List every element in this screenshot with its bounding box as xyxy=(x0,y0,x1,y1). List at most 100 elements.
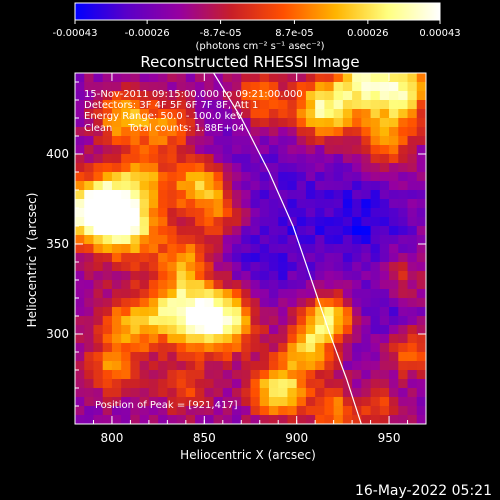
heatmap-cell xyxy=(342,253,353,263)
heatmap-cell xyxy=(268,100,279,110)
heatmap-cell xyxy=(232,190,242,200)
heatmap-cell xyxy=(250,352,261,362)
heatmap-cell xyxy=(148,73,159,83)
heatmap-cell xyxy=(111,280,122,290)
heatmap-cell xyxy=(195,280,205,290)
heatmap-cell xyxy=(259,262,270,272)
heatmap-cell xyxy=(232,415,242,424)
heatmap-cell xyxy=(324,262,335,272)
heatmap-cell xyxy=(102,307,113,317)
heatmap-cell xyxy=(416,82,426,92)
heatmap-cell xyxy=(278,262,289,272)
heatmap-cell xyxy=(352,82,362,92)
heatmap-cell xyxy=(84,118,95,128)
heatmap-cell xyxy=(241,262,252,272)
heatmap-cell xyxy=(176,190,187,200)
heatmap-cell xyxy=(121,316,132,326)
heatmap-cell xyxy=(93,100,104,110)
heatmap-cell xyxy=(389,334,399,344)
heatmap-cell xyxy=(370,136,381,146)
heatmap-cell xyxy=(195,91,205,101)
heatmap-cell xyxy=(361,154,372,164)
heatmap-cell xyxy=(296,397,307,407)
heatmap-cell xyxy=(130,253,141,263)
heatmap-cell xyxy=(232,127,242,137)
heatmap-cell xyxy=(305,388,316,398)
heatmap-cell xyxy=(398,397,409,407)
heatmap-cell xyxy=(195,226,205,236)
heatmap-cell xyxy=(111,307,122,317)
heatmap-cell xyxy=(241,307,252,317)
heatmap-cell xyxy=(324,244,335,254)
heatmap-cell xyxy=(268,163,279,173)
heatmap-cell xyxy=(342,406,353,416)
heatmap-cell xyxy=(222,73,233,83)
heatmap-cell xyxy=(121,73,132,83)
heatmap-cell xyxy=(278,397,289,407)
heatmap-cell xyxy=(305,280,316,290)
heatmap-cell xyxy=(315,352,325,362)
heatmap-cell xyxy=(333,109,344,119)
heatmap-cell xyxy=(102,280,113,290)
heatmap-cell xyxy=(111,226,122,236)
x-tick-label: 950 xyxy=(378,431,401,445)
heatmap-cell xyxy=(352,415,362,424)
heatmap-cell xyxy=(259,271,270,281)
heatmap-cell xyxy=(324,109,335,119)
heatmap-cell xyxy=(84,325,95,335)
heatmap-cell xyxy=(342,145,353,155)
heatmap-cell xyxy=(259,100,270,110)
heatmap-cell xyxy=(268,415,279,424)
heatmap-cell xyxy=(111,388,122,398)
heatmap-cell xyxy=(158,208,168,218)
heatmap-cell xyxy=(232,334,242,344)
heatmap-cell xyxy=(222,217,233,227)
heatmap-cell xyxy=(352,217,362,227)
heatmap-cell xyxy=(416,244,426,254)
heatmap-cell xyxy=(296,361,307,371)
heatmap-cell xyxy=(398,280,409,290)
heatmap-cell xyxy=(111,343,122,353)
heatmap-cell xyxy=(232,361,242,371)
heatmap-cell xyxy=(195,235,205,245)
heatmap-cell xyxy=(213,361,224,371)
heatmap-cell xyxy=(213,352,224,362)
heatmap-cell xyxy=(250,316,261,326)
x-tick-label: 900 xyxy=(285,431,308,445)
heatmap-cell xyxy=(333,181,344,191)
heatmap-cell xyxy=(93,379,104,389)
heatmap-cell xyxy=(407,73,418,83)
heatmap-cell xyxy=(250,379,261,389)
heatmap-cell xyxy=(167,199,178,209)
heatmap-cell xyxy=(111,136,122,146)
heatmap-cell xyxy=(167,163,178,173)
heatmap-cell xyxy=(158,100,168,110)
heatmap-cell xyxy=(278,379,289,389)
heatmap-cell xyxy=(389,136,399,146)
heatmap-cell xyxy=(204,361,215,371)
heatmap-cell xyxy=(370,154,381,164)
heatmap-cell xyxy=(93,82,104,92)
heatmap-cell xyxy=(222,154,233,164)
heatmap-cell xyxy=(268,406,279,416)
heatmap-cell xyxy=(315,226,325,236)
heatmap-cell xyxy=(167,325,178,335)
heatmap-cell xyxy=(342,298,353,308)
heatmap-cell xyxy=(185,154,196,164)
heatmap-cell xyxy=(222,361,233,371)
heatmap-cell xyxy=(296,343,307,353)
heatmap-cell xyxy=(407,226,418,236)
heatmap-cell xyxy=(195,271,205,281)
heatmap-cell xyxy=(185,379,196,389)
heatmap-cell xyxy=(222,325,233,335)
heatmap-cell xyxy=(324,172,335,182)
heatmap-cell xyxy=(130,370,141,380)
heatmap-cell xyxy=(148,271,159,281)
heatmap-cell xyxy=(148,154,159,164)
heatmap-cell xyxy=(250,406,261,416)
heatmap-cell xyxy=(305,226,316,236)
heatmap-cell xyxy=(139,325,150,335)
heatmap-cell xyxy=(185,73,196,83)
heatmap-cell xyxy=(213,217,224,227)
heatmap-cell xyxy=(111,271,122,281)
